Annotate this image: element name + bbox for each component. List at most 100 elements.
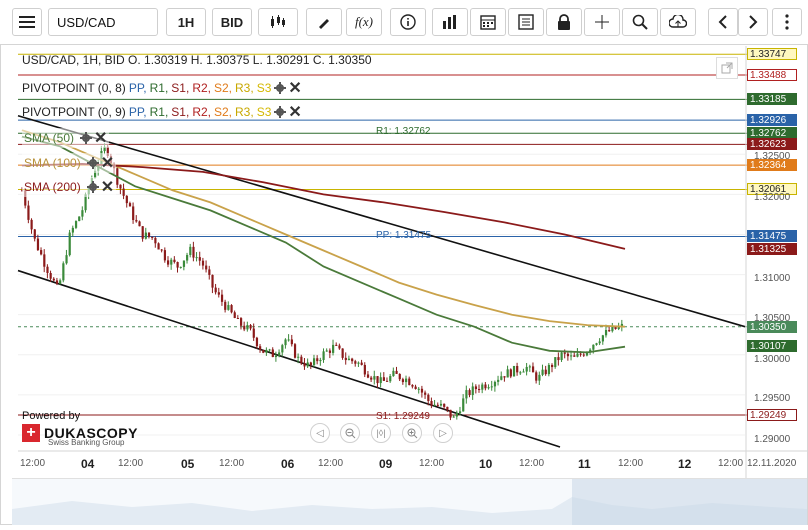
calendar-button[interactable] xyxy=(470,8,506,36)
side-select[interactable]: BID xyxy=(212,8,252,36)
upload-icon xyxy=(669,15,687,28)
candle-body xyxy=(52,278,55,281)
candle-body xyxy=(192,246,195,258)
gear-icon[interactable] xyxy=(274,106,287,118)
price-tag: 1.32061 xyxy=(747,183,797,196)
price-tag: 1.33488 xyxy=(747,69,797,82)
close-icon[interactable]: ✕ xyxy=(288,80,302,97)
pivot-r1-label: R1, xyxy=(149,105,169,119)
candle-body xyxy=(570,355,573,357)
chart-type-button[interactable] xyxy=(258,8,298,36)
candle-body xyxy=(328,350,332,353)
gear-icon[interactable] xyxy=(80,132,93,144)
menu-button[interactable] xyxy=(12,8,42,36)
candle-body xyxy=(617,326,620,329)
x-tick-label: 12:00 xyxy=(618,458,644,469)
close-icon[interactable]: ✕ xyxy=(100,179,115,196)
pivot-r2-label: R2, xyxy=(192,81,211,95)
candle-body xyxy=(71,227,74,233)
sma-200-label: SMA (200) ✕ xyxy=(22,177,117,197)
zoom-button[interactable] xyxy=(622,8,658,36)
popout-button[interactable] xyxy=(716,57,738,79)
navigator-strip[interactable] xyxy=(12,478,807,525)
scroll-left-button[interactable]: ◁ xyxy=(310,423,330,443)
scroll-right-button[interactable]: ▷ xyxy=(433,423,453,443)
pivot-r3-label: R3, xyxy=(235,81,254,95)
gear-icon[interactable] xyxy=(86,181,99,193)
fit-button[interactable]: |◊| xyxy=(371,423,391,443)
zoom-out-icon xyxy=(345,428,355,438)
candle-body xyxy=(325,350,328,352)
prev-icon xyxy=(718,15,727,29)
swiss-cross-icon: + xyxy=(22,424,40,442)
x-tick-label: 12:00 xyxy=(20,458,46,469)
candle-body xyxy=(347,358,351,361)
close-icon[interactable]: ✕ xyxy=(94,130,108,147)
candle-body xyxy=(544,369,547,375)
pivot-pp-label: PP, xyxy=(128,105,147,119)
pivot-s2-label: S2, xyxy=(214,81,233,95)
candle-body xyxy=(287,339,290,341)
more-button[interactable] xyxy=(772,8,802,36)
candle-body xyxy=(135,219,138,222)
pivot-indicator-name: PIVOTPOINT (0, 9) xyxy=(22,105,126,119)
candle-body xyxy=(309,362,313,366)
zoom-out-button[interactable] xyxy=(340,423,360,443)
y-tick-label: 1.30500 xyxy=(754,313,791,324)
candle-body xyxy=(360,362,363,365)
sma-line xyxy=(21,135,626,354)
price-chart[interactable] xyxy=(0,46,808,524)
draw-button[interactable] xyxy=(306,8,342,36)
candle-body xyxy=(300,356,303,364)
candle-body xyxy=(46,266,49,273)
candle-body xyxy=(78,216,81,222)
candle-body xyxy=(585,352,589,356)
candle-body xyxy=(278,352,281,356)
candle-body xyxy=(236,318,240,320)
candle-body xyxy=(592,344,595,350)
zoom-icon xyxy=(632,14,648,30)
lock-button[interactable] xyxy=(546,8,582,36)
candle-body xyxy=(144,232,147,239)
candle-body xyxy=(173,259,176,263)
news-button[interactable] xyxy=(508,8,544,36)
candle-body xyxy=(458,411,462,414)
indicators-button[interactable] xyxy=(432,8,468,36)
candle-body xyxy=(620,323,624,327)
candle-body xyxy=(512,365,516,377)
upload-button[interactable] xyxy=(660,8,696,36)
candle-body xyxy=(214,287,217,293)
candle-body xyxy=(211,274,214,288)
pp-level-label: PP: 1.31475 xyxy=(376,230,432,241)
pivot-s3-label: S3 xyxy=(256,105,272,119)
prev-button[interactable] xyxy=(708,8,738,36)
y-tick-label: 1.32000 xyxy=(754,192,791,203)
timeframe-select[interactable]: 1H xyxy=(166,8,206,36)
crosshair-button[interactable] xyxy=(584,8,620,36)
candle-body xyxy=(93,170,97,178)
candle-body xyxy=(249,325,252,329)
candle-body xyxy=(151,236,154,238)
info-button[interactable] xyxy=(390,8,426,36)
candle-body xyxy=(579,353,582,355)
candle-body xyxy=(163,250,167,261)
candle-body xyxy=(531,366,535,373)
candle-body xyxy=(392,370,395,377)
sma-200-text: SMA (200) xyxy=(24,180,81,194)
candle-body xyxy=(265,349,268,353)
close-icon[interactable]: ✕ xyxy=(288,104,302,121)
candle-body xyxy=(538,374,541,381)
gear-icon[interactable] xyxy=(274,82,287,94)
gear-icon[interactable] xyxy=(86,157,99,169)
candle-body xyxy=(385,380,389,382)
candle-body xyxy=(363,364,366,375)
close-icon[interactable]: ✕ xyxy=(100,155,115,172)
candle-body xyxy=(233,312,236,319)
next-button[interactable] xyxy=(738,8,768,36)
candle-body xyxy=(157,243,160,250)
zoom-in-button[interactable] xyxy=(402,423,422,443)
symbol-select[interactable]: USD/CAD xyxy=(48,8,158,36)
function-button[interactable]: f(x) xyxy=(346,8,382,36)
y-tick-label: 1.29500 xyxy=(754,393,791,404)
candle-body xyxy=(62,263,65,281)
